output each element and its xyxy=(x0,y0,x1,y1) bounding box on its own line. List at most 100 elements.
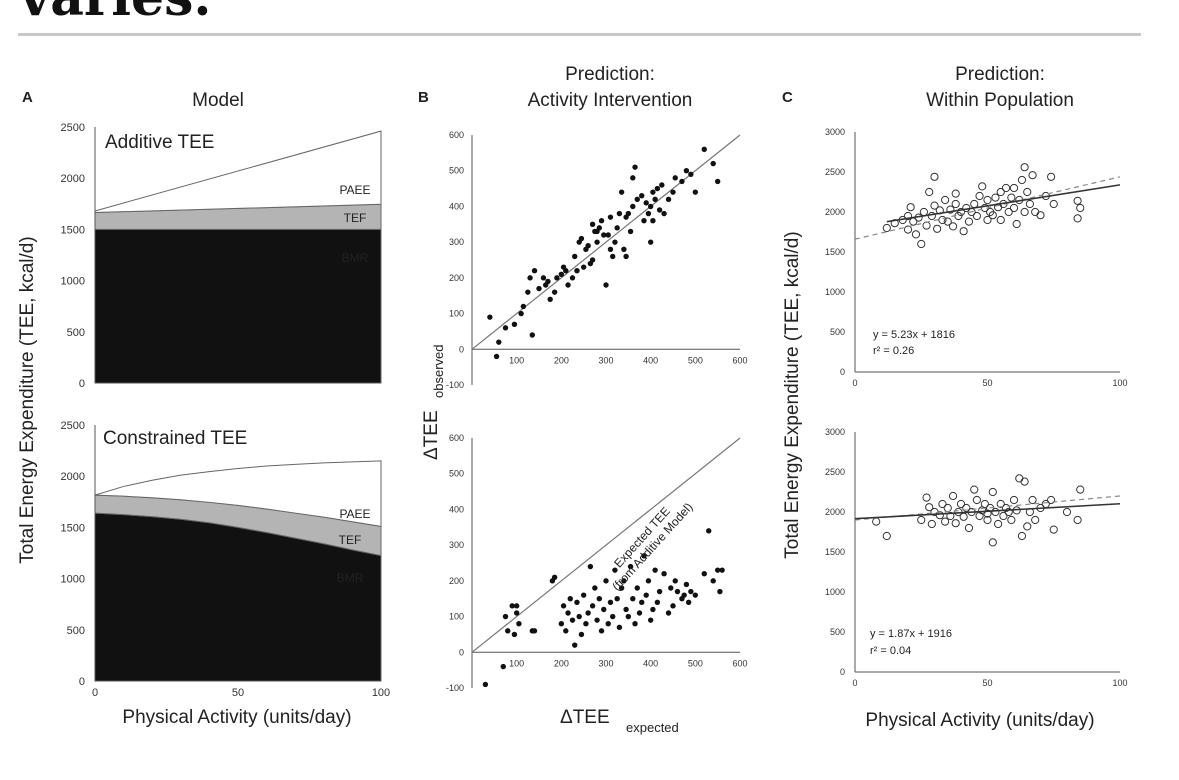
b-top-xtick: 300 xyxy=(598,355,613,365)
a-bot-xtick: 100 xyxy=(372,687,390,699)
b-top-point xyxy=(614,225,620,231)
c-bot-point xyxy=(917,515,926,525)
a-bot-ytick: 0 xyxy=(79,676,85,688)
c-bot-point xyxy=(941,517,950,526)
b-top-point xyxy=(594,228,600,235)
b-bot-point xyxy=(585,610,591,616)
b-top-point xyxy=(605,232,611,238)
b-bot-point xyxy=(502,613,509,620)
c-bot-point xyxy=(970,485,979,494)
b-top-point xyxy=(679,178,685,185)
b-bot-point xyxy=(596,596,602,602)
b-bot-point xyxy=(574,599,580,605)
c-top-point xyxy=(983,215,992,225)
b-top-point xyxy=(683,168,690,174)
c-bot-ytick: 2500 xyxy=(825,467,845,477)
c-top-point xyxy=(1023,187,1032,197)
b-bot-point xyxy=(610,613,616,620)
b-bot-point xyxy=(482,681,489,688)
b-top-point xyxy=(639,193,645,199)
c-bot-ytick: 2000 xyxy=(825,507,845,517)
a-top-bmr-label: BMR xyxy=(342,251,369,265)
b-top-point xyxy=(645,210,652,217)
b-top-point xyxy=(623,253,629,260)
b-bot-point xyxy=(665,610,672,616)
c-bot-point xyxy=(962,503,971,513)
c-top-point xyxy=(948,222,958,231)
b-bot-point xyxy=(710,578,716,584)
panel-b-letter: B xyxy=(418,89,429,106)
b-bot-xtick: 100 xyxy=(509,658,524,668)
c-bot-point xyxy=(988,487,997,497)
b-bot-point xyxy=(505,628,511,634)
b-bot-point xyxy=(641,553,647,559)
b-bot-point xyxy=(632,621,638,627)
panel-a-xlabel: Physical Activity (units/day) xyxy=(122,707,351,728)
c-top-point xyxy=(970,199,979,209)
b-top-point xyxy=(527,275,533,281)
c-top-point xyxy=(1036,211,1045,220)
c-top-point xyxy=(922,221,931,230)
c-top-point xyxy=(1047,172,1056,181)
c-top-point xyxy=(996,187,1005,197)
panel-b-xlabel-main: ΔTEE xyxy=(560,707,610,728)
c-bot-point xyxy=(996,499,1005,509)
c-top-point xyxy=(978,182,987,191)
b-top-point xyxy=(630,203,636,210)
panel-c-top-chart: 0 500 1000 1500 2000 2500 3000 0 50 100 xyxy=(825,127,1128,388)
c-bot-point xyxy=(951,519,960,528)
b-bot-xtick: 400 xyxy=(643,658,658,668)
panel-a-top-chart: 0 500 1000 1500 2000 2500 PAEE TEF BMR xyxy=(61,122,382,390)
b-top-point xyxy=(659,182,665,188)
c-top-ytick: 3000 xyxy=(825,127,845,137)
c-top-point xyxy=(1028,171,1037,180)
b-top-point xyxy=(496,339,502,345)
b-top-point xyxy=(634,196,640,202)
b-top-point xyxy=(547,296,553,302)
b-top-point xyxy=(594,239,600,245)
b-top-point xyxy=(714,178,721,185)
b-top-point xyxy=(540,275,547,281)
a-top-ytick: 2000 xyxy=(61,173,85,185)
b-bot-point xyxy=(618,585,625,591)
c-top-point xyxy=(1049,199,1058,209)
c-top-point xyxy=(972,211,982,221)
b-top-point xyxy=(520,303,527,310)
b-top-point xyxy=(672,175,678,181)
b-bot-point xyxy=(692,592,699,598)
divider-rule xyxy=(18,33,1141,36)
b-bot-ytick: 300 xyxy=(449,540,464,550)
b-bot-ytick: 600 xyxy=(449,433,464,443)
c-top-point xyxy=(1009,183,1019,193)
b-top-point xyxy=(493,353,500,360)
b-bot-point xyxy=(681,592,687,598)
panel-c-bottom-equation: y = 1.87x + 1916 xyxy=(870,628,952,640)
b-bot-point xyxy=(607,599,614,605)
b-top-point xyxy=(569,275,576,281)
b-top-point xyxy=(692,189,699,195)
b-bot-reference-line xyxy=(471,437,741,653)
a-bot-xtick: 50 xyxy=(232,687,244,699)
c-top-point xyxy=(1001,183,1011,193)
b-top-point xyxy=(603,282,609,288)
b-bot-point xyxy=(643,592,649,598)
a-top-bmr-area xyxy=(94,228,382,384)
b-top-point xyxy=(511,321,518,327)
b-bot-point xyxy=(558,621,565,627)
panel-c-top-r2: r² = 0.26 xyxy=(873,345,914,357)
b-top-point xyxy=(625,210,632,217)
c-top-point xyxy=(959,227,968,236)
b-bot-point xyxy=(672,578,678,584)
b-top-xtick: 200 xyxy=(554,355,569,365)
panel-b-ylabel-sub: observed xyxy=(431,345,446,398)
b-bot-point xyxy=(674,588,681,595)
b-bot-point xyxy=(645,578,652,584)
b-top-point xyxy=(665,196,672,202)
b-bot-point xyxy=(636,610,643,616)
b-top-point xyxy=(580,264,587,270)
b-top-point xyxy=(701,146,707,152)
a-top-paee-label: PAEE xyxy=(339,183,370,197)
b-top-point xyxy=(574,268,580,274)
b-top-ytick: 600 xyxy=(449,130,464,140)
panel-b-xlabel-sub: expected xyxy=(626,720,679,735)
